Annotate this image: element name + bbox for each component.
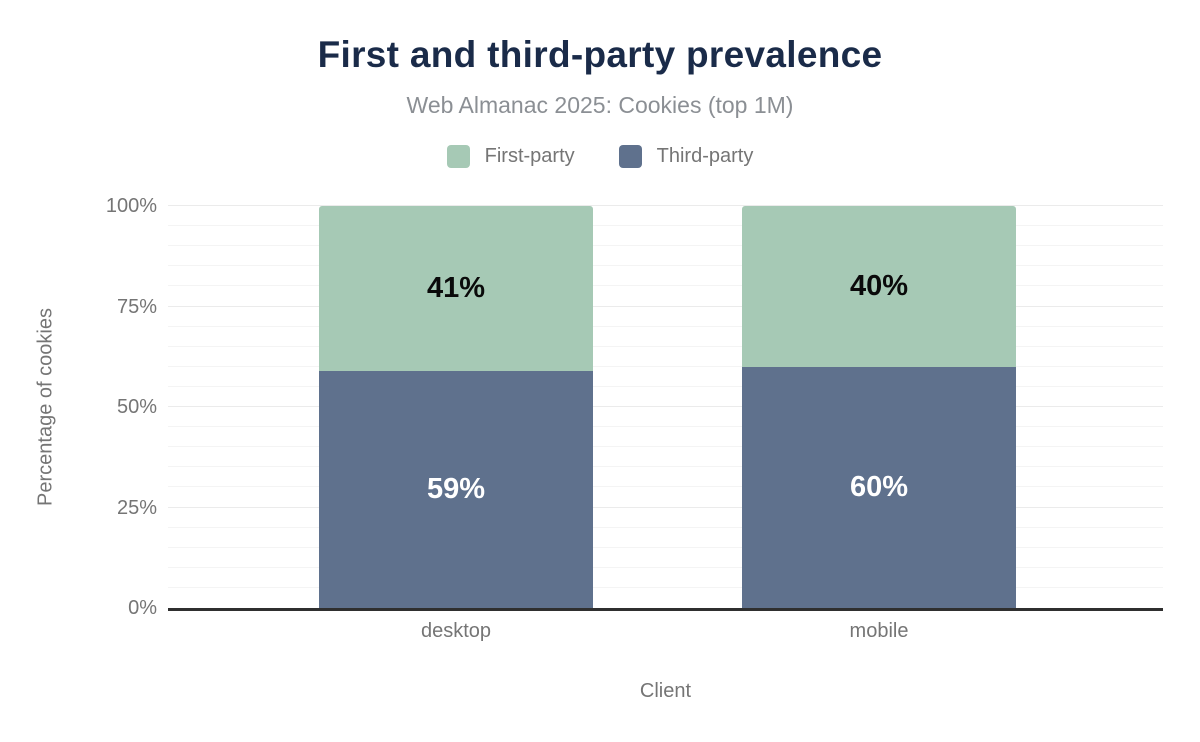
gridline-20 bbox=[168, 526, 1163, 528]
plot-area: 59% 41% 60% 40% bbox=[168, 205, 1163, 611]
bar-value-label: 60% bbox=[849, 470, 909, 503]
gridline-15 bbox=[168, 546, 1163, 548]
bar-value-label: 40% bbox=[849, 269, 909, 302]
legend-label: Third-party bbox=[656, 145, 754, 167]
gridline-25 bbox=[168, 506, 1163, 508]
gridline-100 bbox=[168, 205, 1163, 206]
y-tick-label: 0% bbox=[128, 597, 157, 619]
gridline-5 bbox=[168, 586, 1163, 588]
bar-value-label: 41% bbox=[426, 271, 486, 304]
x-category-label-desktop: desktop bbox=[420, 620, 492, 642]
gridline-70 bbox=[168, 325, 1163, 327]
x-category-label-mobile: mobile bbox=[849, 620, 909, 642]
legend: First-party Third-party bbox=[0, 145, 1200, 168]
gridline-50 bbox=[168, 406, 1163, 407]
gridline-30 bbox=[168, 486, 1163, 488]
legend-item-third-party: Third-party bbox=[618, 145, 754, 168]
chart-title: First and third-party prevalence bbox=[317, 34, 883, 75]
bar-segment-desktop-third-party: 59% bbox=[319, 370, 593, 608]
bar-value-label: 59% bbox=[426, 472, 486, 505]
gridline-90 bbox=[168, 245, 1163, 247]
legend-label: First-party bbox=[484, 145, 575, 167]
gridline-40 bbox=[168, 446, 1163, 448]
gridline-75 bbox=[168, 305, 1163, 307]
bar-segment-mobile-first-party: 40% bbox=[742, 206, 1016, 367]
gridline-65 bbox=[168, 345, 1163, 347]
chart-subtitle: Web Almanac 2025: Cookies (top 1M) bbox=[406, 92, 794, 118]
bar-desktop: 59% 41% bbox=[319, 206, 593, 608]
gridline-85 bbox=[168, 265, 1163, 267]
y-tick-label: 25% bbox=[116, 496, 157, 519]
gridline-55 bbox=[168, 385, 1163, 387]
bar-mobile: 60% 40% bbox=[742, 206, 1016, 608]
y-tick-label: 100% bbox=[105, 195, 157, 217]
bar-segment-mobile-third-party: 60% bbox=[742, 366, 1016, 608]
gridline-10 bbox=[168, 566, 1163, 568]
x-axis-title: Client bbox=[639, 680, 692, 702]
gridline-60 bbox=[168, 365, 1163, 367]
gridline-95 bbox=[168, 225, 1163, 227]
gridline-35 bbox=[168, 466, 1163, 468]
legend-swatch-icon bbox=[446, 145, 470, 168]
bar-segment-desktop-first-party: 41% bbox=[319, 206, 593, 371]
gridline-80 bbox=[168, 285, 1163, 287]
legend-swatch-icon bbox=[618, 145, 642, 168]
legend-item-first-party: First-party bbox=[446, 145, 575, 168]
gridline-45 bbox=[168, 426, 1163, 428]
y-tick-label: 50% bbox=[116, 396, 157, 418]
y-tick-label: 75% bbox=[116, 295, 157, 318]
